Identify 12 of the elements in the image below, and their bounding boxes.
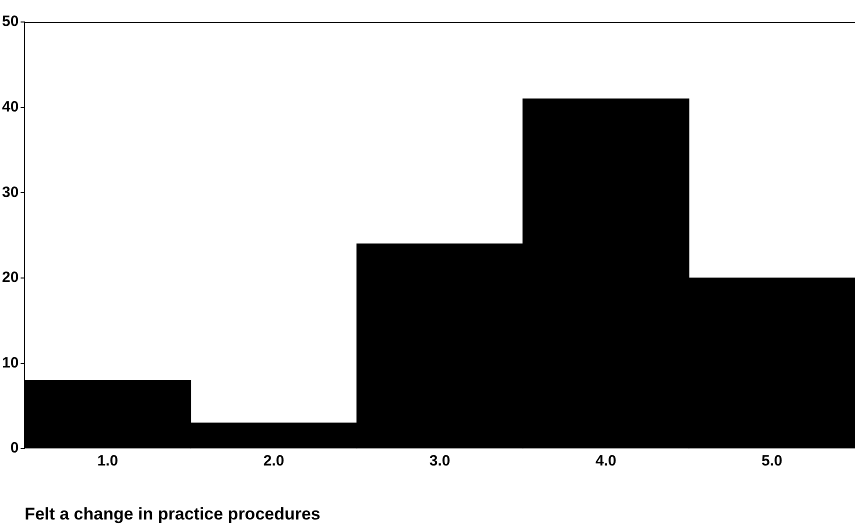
y-tick-label: 20 <box>2 269 19 286</box>
x-tick-label: 1.0 <box>97 452 118 470</box>
y-tick-label: 10 <box>2 354 19 372</box>
x-tick-label: 3.0 <box>429 452 450 470</box>
y-tick-label: 30 <box>2 184 19 201</box>
x-tick-label: 4.0 <box>595 452 616 470</box>
x-axis-title: Felt a change in practice procedures <box>24 504 320 524</box>
y-tick-label: 0 <box>10 440 19 457</box>
y-tick-label: 50 <box>2 13 19 30</box>
y-tick-label: 40 <box>2 98 19 116</box>
x-tick-label: 5.0 <box>762 452 782 470</box>
x-tick-label: 2.0 <box>263 452 284 470</box>
